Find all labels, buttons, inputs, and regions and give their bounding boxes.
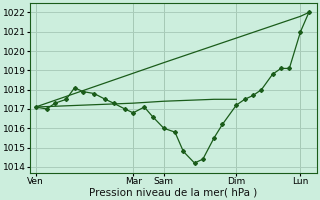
X-axis label: Pression niveau de la mer( hPa ): Pression niveau de la mer( hPa ): [90, 187, 258, 197]
